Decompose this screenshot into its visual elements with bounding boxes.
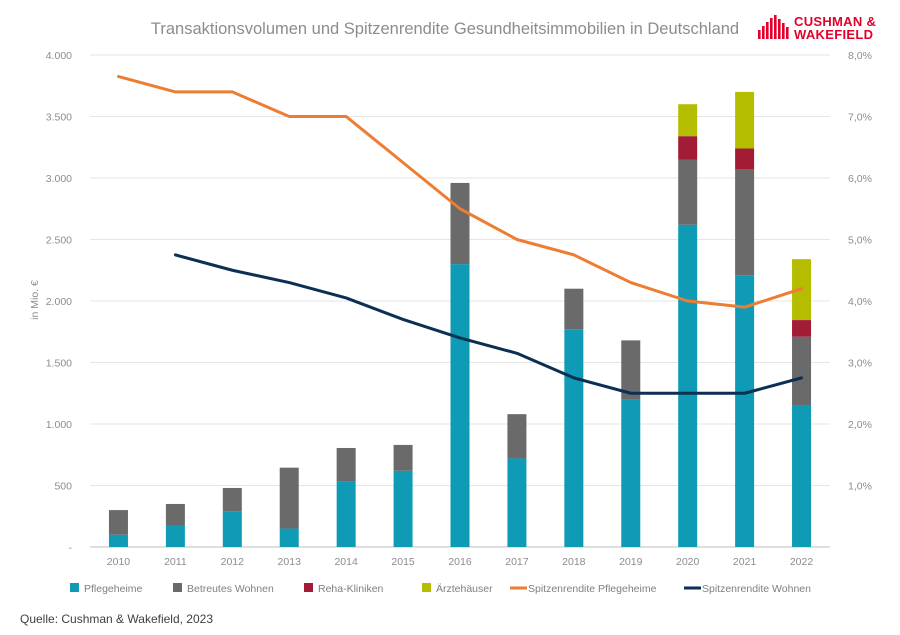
bar-pflegeheime bbox=[108, 534, 128, 547]
x-tick-label: 2010 bbox=[107, 556, 131, 568]
bar-betreutes-wohnen bbox=[165, 503, 185, 526]
y-axis-label: in Mio. € bbox=[29, 280, 41, 320]
legend-label: Betreutes Wohnen bbox=[187, 583, 274, 595]
bar-betreutes-wohnen bbox=[336, 447, 356, 482]
y2-tick-label: 1,0% bbox=[848, 481, 872, 493]
bar-pflegeheime bbox=[222, 511, 242, 547]
source-note: Quelle: Cushman & Wakefield, 2023 bbox=[20, 612, 213, 626]
bar-pflegeheime bbox=[336, 481, 356, 547]
x-axis: 2010 2011 2012 2013 2014 2015 2016 2017 2018 2019… bbox=[107, 556, 814, 568]
bar-betreutes-wohnen bbox=[279, 467, 299, 529]
x-tick-label: 2020 bbox=[676, 556, 700, 568]
bar-betreutes-wohnen bbox=[564, 288, 584, 330]
legend-label: Pflegeheime bbox=[84, 583, 143, 595]
legend-swatch bbox=[70, 583, 79, 592]
y-tick-label: 500 bbox=[54, 481, 72, 493]
bar-betreutes-wohnen bbox=[393, 444, 413, 471]
chart-title: Transaktionsvolumen und Spitzenrendite G… bbox=[151, 20, 739, 38]
y-axis-left: - 500 1.000 1.500 2.000 2.500 3.000 3.500 4.000 bbox=[46, 50, 73, 554]
x-tick-label: 2013 bbox=[278, 556, 302, 568]
company-logo: CUSHMAN & WAKEFIELD bbox=[758, 14, 876, 42]
y-tick-label: 2.500 bbox=[46, 235, 72, 247]
y2-tick-label: 8,0% bbox=[848, 50, 872, 62]
bar-pflegeheime bbox=[279, 528, 299, 547]
y-tick-label: 1.000 bbox=[46, 419, 72, 431]
bar-betreutes-wohnen bbox=[792, 336, 812, 406]
legend-swatch bbox=[173, 583, 182, 592]
legend-label: Reha-Kliniken bbox=[318, 583, 384, 595]
bars bbox=[108, 91, 812, 548]
y-tick-label: 4.000 bbox=[46, 50, 72, 62]
y2-tick-label: 6,0% bbox=[848, 173, 872, 185]
bar-pflegeheime bbox=[792, 405, 812, 547]
bar-pflegeheime bbox=[621, 399, 641, 547]
logo-line-2: WAKEFIELD bbox=[794, 27, 873, 42]
y-tick-label: 1.500 bbox=[46, 358, 72, 370]
bar-betreutes-wohnen bbox=[450, 182, 470, 265]
legend: Pflegeheime Betreutes Wohnen Reha-Kliniken… bbox=[70, 583, 811, 595]
legend-label: Ärztehäuser bbox=[436, 583, 493, 595]
lines bbox=[116, 75, 804, 395]
y2-tick-label: 5,0% bbox=[848, 235, 872, 247]
line-spitzenrendite-pflegeheime bbox=[116, 75, 804, 309]
logo-line-1: CUSHMAN & bbox=[794, 14, 876, 29]
y2-tick-label: 4,0% bbox=[848, 296, 872, 308]
x-tick-label: 2019 bbox=[619, 556, 643, 568]
line-spitzenrendite-wohnen bbox=[173, 253, 804, 395]
bar-reha-kliniken bbox=[792, 320, 812, 337]
bar-betreutes-wohnen bbox=[507, 414, 527, 459]
legend-swatch bbox=[422, 583, 431, 592]
y2-tick-label: 7,0% bbox=[848, 112, 872, 124]
bar-pflegeheime bbox=[507, 458, 527, 547]
bar-reha-kliniken bbox=[678, 136, 698, 160]
y-tick-label: 3.000 bbox=[46, 173, 72, 185]
x-tick-label: 2016 bbox=[448, 556, 472, 568]
x-tick-label: 2017 bbox=[505, 556, 529, 568]
bar-pflegeheime bbox=[393, 470, 413, 547]
x-tick-label: 2021 bbox=[733, 556, 757, 568]
bar--rzteh-user bbox=[735, 91, 755, 149]
bar-reha-kliniken bbox=[735, 148, 755, 170]
x-tick-label: 2018 bbox=[562, 556, 586, 568]
legend-label: Spitzenrendite Wohnen bbox=[702, 583, 811, 595]
x-tick-label: 2011 bbox=[164, 556, 187, 568]
legend-swatch bbox=[304, 583, 313, 592]
bar-betreutes-wohnen bbox=[678, 159, 698, 225]
bar-pflegeheime bbox=[564, 329, 584, 547]
y2-tick-label: 3,0% bbox=[848, 358, 872, 370]
x-tick-label: 2014 bbox=[334, 556, 358, 568]
y-tick-label: 3.500 bbox=[46, 112, 72, 124]
bar-pflegeheime bbox=[735, 275, 755, 547]
bar-betreutes-wohnen bbox=[108, 510, 128, 535]
y-tick-label: - bbox=[69, 542, 73, 554]
bar-betreutes-wohnen bbox=[735, 169, 755, 276]
legend-label: Spitzenrendite Pflegeheime bbox=[528, 583, 657, 595]
bar-betreutes-wohnen bbox=[621, 340, 641, 400]
bar-pflegeheime bbox=[450, 264, 470, 547]
y-tick-label: 2.000 bbox=[46, 296, 72, 308]
x-tick-label: 2015 bbox=[391, 556, 415, 568]
logo-bars-icon bbox=[758, 15, 789, 39]
bar-pflegeheime bbox=[678, 224, 698, 548]
y2-tick-label: 2,0% bbox=[848, 419, 872, 431]
y-axis-right: 1,0% 2,0% 3,0% 4,0% 5,0% 6,0% 7,0% 8,0% bbox=[848, 50, 872, 493]
x-tick-label: 2022 bbox=[790, 556, 814, 568]
bar--rzteh-user bbox=[678, 104, 698, 137]
x-tick-label: 2012 bbox=[221, 556, 245, 568]
bar-betreutes-wohnen bbox=[222, 487, 242, 512]
bar-pflegeheime bbox=[165, 525, 185, 547]
